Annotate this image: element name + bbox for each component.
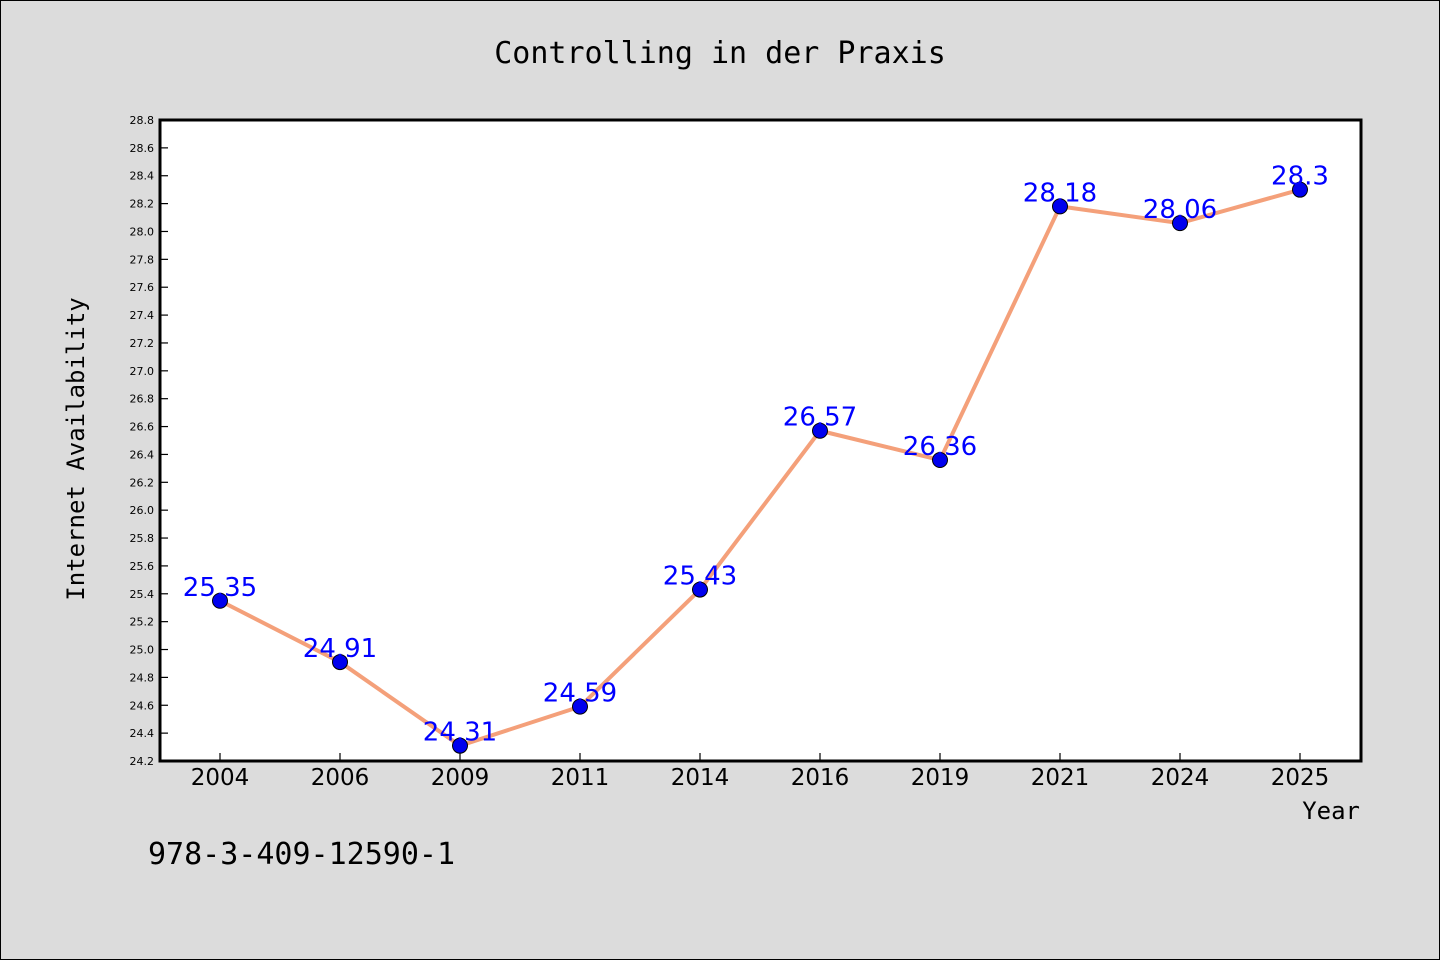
data-label: 28.18 [1023,178,1097,208]
y-tick-label: 26.4 [130,448,155,461]
data-point [572,698,588,715]
y-tick-label: 25.2 [130,616,155,629]
y-tick-label: 25.6 [130,560,155,573]
x-tick-label: 2011 [551,765,610,791]
x-axis-label: Year [1302,797,1360,825]
data-point [332,654,348,671]
y-tick-label: 28.6 [130,142,155,155]
y-tick-label: 25.4 [130,588,155,601]
data-label: 24.91 [303,634,377,664]
x-axis: 2004 2006 2009 2011 2014 2016 2019 2021 2024 2025 [191,753,1330,791]
data-point [812,422,828,439]
data-label: 28.3 [1271,162,1329,192]
data-point [1292,181,1308,198]
x-tick-label: 2025 [1271,765,1330,791]
x-tick-label: 2016 [791,765,850,791]
y-tick-label: 26.8 [130,393,155,406]
data-point [1052,198,1068,215]
y-tick-label: 27.0 [130,365,155,378]
x-tick-label: 2004 [191,765,250,791]
x-tick-label: 2009 [431,765,490,791]
data-label: 25.43 [663,562,737,592]
y-tick-label: 28.8 [130,114,155,127]
data-point [692,581,708,598]
data-point [1172,215,1188,232]
isbn-text: 978-3-409-12590-1 [148,837,455,872]
y-tick-label: 27.6 [130,281,155,294]
x-tick-label: 2021 [1031,765,1090,791]
data-point [932,452,948,469]
x-tick-label: 2019 [911,765,970,791]
data-point [212,592,228,609]
x-tick-label: 2006 [311,765,370,791]
plot-area [158,118,1363,763]
chart-title: Controlling in der Praxis [494,36,946,71]
y-tick-label: 24.4 [130,727,155,740]
y-axis-label: Internet Availability [62,297,90,600]
y-tick-label: 28.2 [130,198,155,211]
x-tick-label: 2014 [671,765,730,791]
y-tick-label: 27.4 [130,309,155,322]
data-label: 28.06 [1143,195,1217,225]
y-tick-label: 28.0 [130,225,155,238]
y-axis: 24.2 24.4 24.6 24.8 25.0 25.2 25.4 25.6 25.8 26.0… [130,114,168,768]
data-label: 24.31 [423,718,497,748]
data-label: 25.35 [183,573,257,603]
data-point [452,737,468,754]
x-tick-label: 2024 [1151,765,1210,791]
series-line [219,187,1301,748]
y-tick-label: 26.6 [130,421,155,434]
y-tick-label: 24.2 [130,755,155,768]
y-tick-label: 28.4 [130,170,155,183]
y-tick-label: 26.0 [130,504,155,517]
series-line-group: 25.35 24.91 24.31 24.59 25.43 26.57 26.36 28.18… [183,162,1329,754]
y-tick-label: 27.2 [130,337,155,350]
data-label: 26.57 [783,403,857,433]
y-tick-label: 24.8 [130,671,155,684]
y-tick-label: 26.2 [130,476,155,489]
y-tick-label: 25.0 [130,644,155,657]
y-tick-label: 24.6 [130,699,155,712]
y-tick-label: 27.8 [130,253,155,266]
data-label: 26.36 [903,432,977,462]
data-label: 24.59 [543,679,617,709]
y-tick-label: 25.8 [130,532,155,545]
